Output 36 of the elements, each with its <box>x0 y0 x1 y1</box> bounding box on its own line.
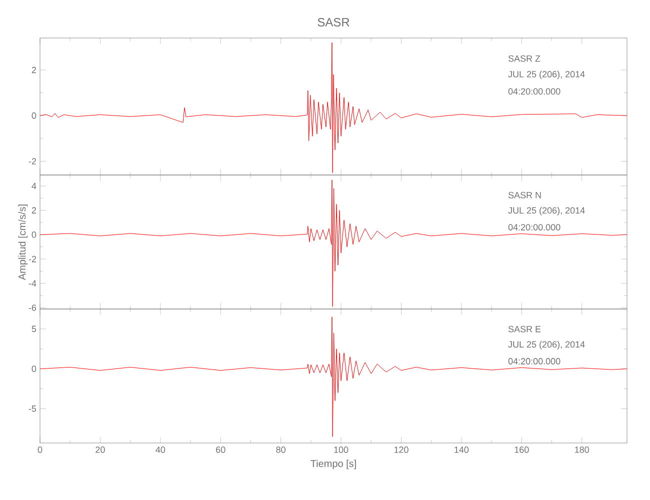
x-tick-label: 140 <box>454 446 469 453</box>
y-tick-label: 0 <box>32 231 36 238</box>
annotation: JUL 25 (206), 2014 <box>508 206 585 216</box>
annotation: 04:20:00.000 <box>508 358 560 364</box>
annotation: JUL 25 (206), 2014 <box>508 70 585 80</box>
annotation: 04:20:00.000 <box>508 88 560 95</box>
x-tick-label: 160 <box>514 446 529 453</box>
x-tick-label: 100 <box>334 446 348 453</box>
y-tick-label: 0 <box>32 366 36 372</box>
y-tick-label: 2 <box>32 66 36 74</box>
x-tick-label: 40 <box>156 446 166 453</box>
x-tick-label: 120 <box>394 446 408 453</box>
annotation: SASR Z <box>508 55 540 62</box>
annotation: 04:20:00.000 <box>508 224 560 230</box>
annotation: JUL 25 (206), 2014 <box>508 340 585 350</box>
x-tick-label: 0 <box>38 446 42 453</box>
y-tick-label: 5 <box>32 326 36 332</box>
annotation: SASR N <box>508 192 541 198</box>
y-tick-label: -4 <box>28 280 36 287</box>
x-tick-label: 180 <box>575 446 590 453</box>
x-tick-label: 20 <box>96 446 105 453</box>
line-series <box>40 316 628 437</box>
y-tick-label: -2 <box>28 158 36 164</box>
y-tick-label: 2 <box>32 207 36 214</box>
x-tick-label: 60 <box>216 446 226 453</box>
chart-title: SASR <box>318 18 350 26</box>
y-tick-label: 0 <box>32 112 36 119</box>
y-axis-title: Amplitud [cm/s/s] <box>18 204 28 280</box>
x-tick-label: 80 <box>276 446 286 453</box>
x-axis-title: Tiempo [s] <box>310 460 356 470</box>
y-tick-label: -5 <box>28 406 36 412</box>
y-tick-label: -2 <box>28 256 36 262</box>
y-tick-label: -6 <box>28 304 36 311</box>
y-tick-label: 4 <box>32 182 36 190</box>
annotation: SASR E <box>508 326 541 332</box>
line-series <box>40 42 628 173</box>
